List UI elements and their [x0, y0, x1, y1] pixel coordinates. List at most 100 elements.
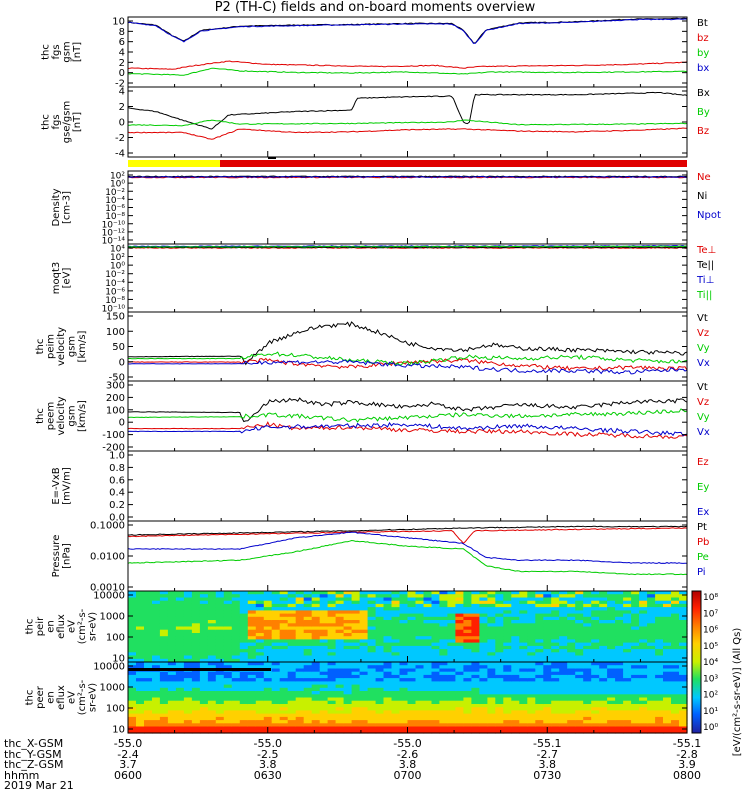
ylabel-line-1-1: fgs — [51, 114, 62, 129]
spectrogram-cell — [415, 613, 425, 618]
spectrogram-cell — [415, 629, 425, 634]
spectrogram-cell — [399, 642, 409, 647]
spectrogram-cell — [295, 720, 305, 724]
spectrogram-cell — [527, 652, 536, 657]
spectrogram-cell — [663, 668, 672, 673]
spectrogram-cell — [447, 694, 456, 699]
spectrogram-cell — [639, 652, 648, 657]
spectrogram-cell — [239, 723, 249, 728]
spectrogram-cell — [128, 623, 137, 628]
spectrogram-cell — [439, 645, 448, 650]
colorbar-tick-8: 10⁰ — [703, 723, 718, 733]
spectrogram-cell — [375, 610, 385, 615]
spectrogram-cell — [559, 610, 568, 615]
spectrogram-cell — [487, 691, 496, 695]
spectrogram-cell — [535, 726, 544, 731]
spectrogram-cell — [511, 710, 520, 715]
ylabel-7: Pressure [nPa] — [51, 535, 73, 578]
spectrogram-cell — [295, 687, 305, 692]
ylabel-6: E=-VxB [mV/m] — [51, 467, 73, 505]
spectrogram-cell — [159, 710, 169, 715]
spectrogram-cell — [407, 623, 417, 628]
spectrogram-cell — [431, 710, 441, 715]
spectrogram-cell — [207, 704, 217, 708]
ylabel-line-0-1: fgs — [51, 44, 62, 59]
spectrogram-cell — [367, 710, 377, 715]
spectrogram-cell — [351, 726, 361, 731]
spectrogram-cell — [663, 600, 672, 605]
spectrogram-cell — [607, 729, 616, 734]
spectrogram-cell — [247, 687, 257, 692]
series-line-5-2 — [127, 408, 688, 423]
spectrogram-cell — [359, 636, 369, 640]
spectrogram-cell — [415, 665, 425, 669]
spectrogram-cell — [591, 645, 600, 650]
spectrogram-cell — [495, 645, 504, 650]
spectrogram-cell — [287, 729, 297, 734]
spectrogram-cell — [543, 620, 552, 624]
spectrogram-cell — [671, 716, 680, 721]
spectrogram-cell — [191, 600, 201, 605]
spectrogram-cell — [399, 607, 409, 611]
spectrogram-cell — [551, 697, 560, 702]
spectrogram-cell — [407, 674, 417, 679]
spectrogram-cell — [175, 591, 185, 595]
spectrogram-cell — [191, 616, 201, 621]
spectrogram-cell — [519, 707, 528, 711]
spectrogram-cell — [303, 691, 313, 695]
spectrogram-cell — [191, 723, 201, 728]
spectrogram-cell — [367, 620, 377, 624]
spectrogram-cell — [215, 655, 225, 660]
spectrogram-cell — [631, 613, 640, 618]
spectrogram-cell — [144, 687, 153, 692]
spectrogram-cell — [447, 729, 456, 734]
spectrogram-cell — [415, 681, 425, 686]
spectrogram-cell — [159, 723, 169, 728]
spectrogram-cell — [351, 729, 361, 734]
ytick-label-8-1: 1000 — [100, 612, 125, 623]
spectrogram-cell — [439, 668, 448, 673]
spectrogram-cell — [575, 636, 584, 640]
spectrogram-cell — [487, 694, 496, 699]
spectrogram-cell — [463, 607, 472, 611]
spectrogram-cell — [535, 639, 544, 644]
spectrogram-cell — [271, 626, 281, 631]
spectrogram-cell — [128, 681, 137, 686]
spectrogram-cell — [591, 633, 600, 637]
spectrogram-cell — [279, 729, 289, 734]
spectrogram-cell — [623, 662, 632, 666]
spectrogram-cell — [631, 668, 640, 673]
spectrogram-cell — [295, 594, 305, 598]
spectrogram-cell — [495, 710, 504, 715]
spectrogram-cell — [319, 626, 329, 631]
spectrogram-cell — [128, 697, 137, 702]
legend-4-0: Vt — [697, 313, 708, 324]
spectrogram-cell — [327, 723, 337, 728]
spectrogram-cell — [247, 704, 257, 708]
spectrogram-cell — [591, 649, 600, 653]
ytick-label-3-5: 10⁻⁶ — [105, 287, 125, 297]
spectrogram-cell — [647, 642, 656, 647]
spectrogram-cell — [351, 649, 361, 653]
spectrogram-cell — [535, 597, 544, 602]
spectrogram-cell — [599, 636, 608, 640]
spectrogram-cell — [575, 607, 584, 611]
spectrogram-cell — [351, 720, 361, 724]
spectrogram-cell — [239, 700, 249, 705]
spectrogram-cell — [631, 616, 640, 621]
spectrogram-cell — [511, 613, 520, 618]
spectrogram-cell — [471, 726, 480, 731]
spectrogram-cell — [367, 707, 377, 711]
spectrogram-cell — [623, 720, 632, 724]
spectrogram-cell — [128, 726, 137, 731]
spectrogram-cell — [447, 681, 456, 686]
spectrogram-cell — [175, 603, 185, 608]
spectrogram-cell — [479, 600, 488, 605]
spectrogram-cell — [167, 726, 177, 731]
spectrogram-cell — [295, 681, 305, 686]
spectrogram-cell — [503, 694, 512, 699]
spectrogram-cell — [383, 652, 393, 657]
spectrogram-cell — [495, 655, 504, 660]
spectrogram-cell — [527, 697, 536, 702]
spectrogram-cell — [639, 665, 648, 669]
